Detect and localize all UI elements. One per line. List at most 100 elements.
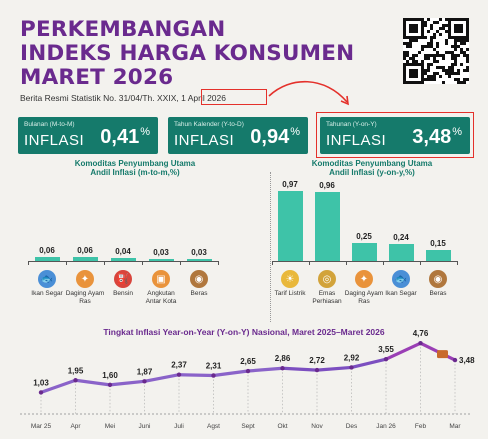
point-value-label: 3,55 — [378, 345, 394, 354]
month-tick-label: Nov — [311, 423, 323, 430]
page-title: PERKEMBANGAN INDEKS HARGA KONSUMEN MARET… — [20, 18, 400, 90]
data-point — [142, 379, 147, 384]
bar-axis-tick — [308, 261, 310, 265]
series-line-segment — [177, 373, 216, 378]
category-label: Bensin — [113, 290, 133, 297]
bar — [148, 258, 174, 261]
point-value-label: 1,95 — [68, 366, 84, 375]
data-point — [349, 365, 354, 370]
fuel-pump-icon: ⛽ — [114, 270, 132, 288]
month-tick-label: Juli — [174, 423, 184, 430]
series-line-segment — [211, 369, 250, 378]
bar-axis-tick — [142, 261, 143, 265]
point-value-label: 2,72 — [309, 356, 325, 365]
arrow-icon — [268, 80, 349, 106]
data-point — [107, 382, 113, 388]
bar-axis-tick — [66, 261, 67, 265]
bar-axis — [271, 261, 457, 262]
card-label: Tahunan (Y-on-Y) — [326, 121, 377, 128]
series-line-segment — [246, 366, 285, 373]
data-point — [38, 390, 44, 395]
bar-axis-tick — [180, 261, 181, 265]
month-tick-label: Sept — [241, 423, 255, 430]
bar — [277, 191, 303, 261]
bar-axis-tick — [419, 261, 421, 265]
month-tick-label: Okt — [277, 423, 287, 430]
data-point — [176, 372, 182, 377]
bar-axis-tick — [456, 261, 458, 265]
rice-sack-icon: ◉ — [190, 270, 208, 288]
category-label: Daging Ayam Ras — [344, 290, 384, 305]
bar-axis-tick — [382, 261, 384, 265]
release-subtitle: Berita Resmi Statistik No. 31/04/Th. XXI… — [20, 93, 226, 103]
data-point — [314, 367, 320, 373]
bar-value-label: 0,03 — [191, 247, 207, 257]
month-tick-label: Jan 26 — [376, 423, 396, 430]
bar-value-label: 0,03 — [153, 247, 169, 257]
bar-value-label: 0,06 — [77, 245, 93, 255]
lightbulb-icon: ☀ — [281, 270, 299, 288]
point-value-label: 1,87 — [137, 367, 153, 376]
shopping-cart-icon — [437, 350, 448, 359]
bar-value-label: 0,25 — [356, 232, 372, 241]
series-line-segment — [73, 378, 112, 387]
card-value: 0,94% — [250, 126, 300, 148]
bar-axis — [28, 261, 218, 262]
card-yoy-inflation: Tahunan (Y-on-Y) INFLASI 3,48% — [320, 117, 470, 154]
card-value: 3,48% — [412, 126, 462, 148]
bar — [314, 191, 340, 261]
point-value-label: 2,65 — [240, 357, 256, 366]
category-label: Beras — [190, 290, 208, 297]
bar-axis-tick — [218, 261, 219, 265]
data-point — [383, 356, 389, 362]
gold-ring-icon: ◎ — [318, 270, 336, 288]
data-point — [245, 368, 251, 374]
title-line-2: INDEKS HARGA KONSUMEN — [20, 41, 355, 66]
point-value-label: 2,31 — [206, 362, 222, 371]
month-tick-label: Mar — [449, 423, 461, 430]
bar — [72, 256, 98, 261]
fish-icon: 🐟 — [392, 270, 410, 288]
data-point — [452, 357, 458, 363]
bar-value-label: 0,24 — [393, 232, 409, 242]
category-label: Emas Perhiasan — [312, 290, 342, 305]
card-value: 0,41% — [100, 126, 150, 148]
month-tick-label: Mar 25 — [31, 423, 52, 430]
card-word: INFLASI — [174, 132, 235, 149]
category-label: Tarif Listrik — [274, 290, 306, 297]
card-label: Bulanan (M-to-M) — [24, 121, 75, 128]
bar-axis-tick — [104, 261, 105, 265]
bar — [351, 243, 377, 261]
point-value-label: 2,92 — [344, 353, 360, 362]
section-divider — [270, 172, 271, 322]
bar — [110, 258, 136, 261]
card-label: Tahun Kalender (Y-to-D) — [174, 121, 244, 128]
rice-sack-icon: ◉ — [429, 270, 447, 288]
chicken-icon: ✦ — [355, 270, 373, 288]
series-line-segment — [108, 379, 147, 387]
yoy-highlight-box — [316, 112, 474, 158]
category-label: Ikan Segar — [31, 290, 63, 297]
line-chart-title: Tingkat Inflasi Year-on-Year (Y-on-Y) Na… — [103, 327, 385, 337]
chicken-icon: ✦ — [76, 270, 94, 288]
data-point — [73, 378, 78, 383]
month-tick-label: Juni — [139, 423, 151, 430]
qr-code-icon[interactable] — [403, 18, 469, 84]
mtm-chart-title: Komoditas Penyumbang Utama Andil Inflasi… — [74, 159, 196, 177]
point-value-label: 3,48 — [459, 356, 475, 365]
bar-axis-tick — [28, 261, 29, 265]
yoy-chart-title: Komoditas Penyumbang Utama Andil Inflasi… — [311, 159, 433, 177]
month-tick-label: Agst — [207, 423, 220, 430]
point-value-label: 1,60 — [102, 371, 118, 380]
series-line-segment — [142, 373, 181, 383]
title-line-1: PERKEMBANGAN — [20, 17, 226, 42]
series-line-segment — [349, 357, 388, 370]
point-value-label: 2,37 — [171, 361, 187, 370]
bar-value-label: 0,97 — [282, 180, 298, 190]
bar-axis-tick — [345, 261, 347, 265]
card-ytd-inflation: Tahun Kalender (Y-to-D) INFLASI 0,94% — [168, 117, 308, 154]
bar — [388, 243, 414, 261]
bar — [34, 256, 60, 261]
series-line-segment — [315, 365, 354, 372]
